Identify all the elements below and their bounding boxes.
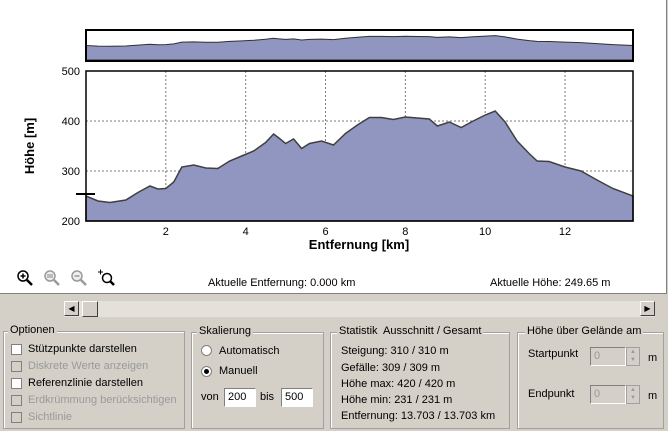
scroll-right-button[interactable]: ▶ <box>640 301 655 316</box>
scroll-left-button[interactable]: ◀ <box>64 301 79 316</box>
label-erdkruemmung: Erdkrümmung berücksichtigen <box>28 394 177 406</box>
checkbox-referenzlinie[interactable] <box>11 378 22 389</box>
y-axis-ticks: 200 300 400 500 <box>62 66 80 228</box>
radio-automatisch[interactable] <box>201 345 212 356</box>
label-referenzlinie: Referenzlinie darstellen <box>28 377 143 389</box>
stat-gefaelle: Gefälle: 309 / 309 m <box>341 362 441 374</box>
label-diskrete-werte: Diskrete Werte anzeigen <box>28 360 149 372</box>
end-unit: m <box>648 390 658 402</box>
end-height-input: 0 <box>590 385 626 404</box>
x-tick-label-4: 10 <box>479 226 491 238</box>
label-manuell: Manuell <box>219 365 258 377</box>
label-automatisch: Automatisch <box>219 345 280 357</box>
label-von: von <box>201 391 219 403</box>
checkbox-stuetzpunkte[interactable] <box>11 344 22 355</box>
end-height-spinner: ▲ ▼ <box>626 385 640 404</box>
x-axis-ticks: 2 4 6 8 10 12 <box>163 226 571 238</box>
main-chart: 200 300 400 500 2 4 6 8 10 12 Höhe [m] Entfernun… <box>22 66 634 252</box>
status-distance: Aktuelle Entfernung: 0.000 km <box>208 277 356 289</box>
x-tick-label-0: 2 <box>163 226 169 238</box>
stat-hoehe-min: Höhe min: 231 / 231 m <box>341 394 453 406</box>
x-tick-label-1: 4 <box>243 226 249 238</box>
zoom-select-icon[interactable] <box>97 269 115 287</box>
zoom-in-icon[interactable] <box>16 269 34 287</box>
label-bis: bis <box>260 391 275 403</box>
zoom-reset-icon[interactable] <box>70 269 88 287</box>
overview-area <box>85 35 634 61</box>
profile-panel: 200 300 400 500 2 4 6 8 10 12 Höhe [m] Entfernun… <box>0 0 667 294</box>
checkbox-diskrete-werte <box>11 361 22 372</box>
x-tick-label-2: 6 <box>322 226 328 238</box>
statistics-group-title: Statistik Ausschnitt / Gesamt <box>337 325 484 337</box>
label-stuetzpunkte: Stützpunkte darstellen <box>28 343 137 355</box>
checkbox-erdkruemmung <box>11 395 22 406</box>
elevation-area <box>85 110 634 222</box>
start-height-input: 0 <box>590 347 626 366</box>
overview-frame <box>85 29 634 62</box>
horizontal-scrollbar[interactable]: ◀ ▶ <box>64 301 655 317</box>
label-sichtlinie: Sichtlinie <box>28 411 73 423</box>
start-unit: m <box>648 352 658 364</box>
y-tick-label-0: 200 <box>62 216 80 228</box>
y-axis-label: Höhe [m] <box>22 118 37 174</box>
scaling-group <box>191 332 324 429</box>
x-tick-label-5: 12 <box>559 226 571 238</box>
stat-hoehe-max: Höhe max: 420 / 420 m <box>341 378 456 390</box>
stat-steigung: Steigung: 310 / 310 m <box>341 345 449 357</box>
radio-manuell[interactable] <box>201 366 212 377</box>
scroll-thumb[interactable] <box>82 301 98 317</box>
profile-chart[interactable]: 200 300 400 500 2 4 6 8 10 12 Höhe [m] Entfernun… <box>0 0 666 293</box>
start-height-spinner: ▲ ▼ <box>626 347 640 366</box>
scaling-group-title: Skalierung <box>197 325 253 337</box>
checkbox-sichtlinie <box>11 412 22 423</box>
label-endpunkt: Endpunkt <box>528 388 575 400</box>
options-group-title: Optionen <box>8 324 57 336</box>
x-axis-label: Entfernung [km] <box>309 237 409 252</box>
options-group <box>3 331 185 429</box>
scale-to-input[interactable]: 500 <box>281 388 313 407</box>
label-startpunkt: Startpunkt <box>528 348 579 360</box>
y-tick-label-1: 300 <box>62 166 80 178</box>
x-tick-label-3: 8 <box>402 226 408 238</box>
y-tick-label-2: 400 <box>62 116 80 128</box>
ground-height-group-title: Höhe über Gelände am <box>525 325 644 337</box>
stat-entfernung: Entfernung: 13.703 / 13.703 km <box>341 410 496 422</box>
chart-frame <box>85 70 634 222</box>
zoom-out-icon[interactable] <box>43 269 61 287</box>
overview-chart[interactable] <box>85 29 634 62</box>
y-tick-label-3: 500 <box>62 66 80 78</box>
scale-from-input[interactable]: 200 <box>224 388 256 407</box>
status-height: Aktuelle Höhe: 249.65 m <box>490 277 611 289</box>
